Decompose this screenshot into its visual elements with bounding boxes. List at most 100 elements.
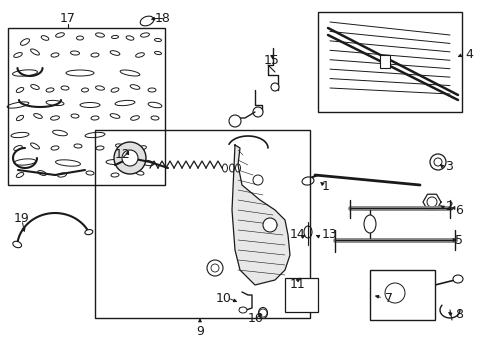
- Ellipse shape: [16, 172, 24, 177]
- Ellipse shape: [236, 164, 241, 172]
- Circle shape: [122, 150, 138, 166]
- Ellipse shape: [13, 241, 22, 248]
- Text: 9: 9: [196, 325, 204, 338]
- Ellipse shape: [14, 159, 36, 165]
- Text: 10: 10: [216, 292, 232, 305]
- Circle shape: [207, 260, 223, 276]
- Text: 19: 19: [14, 211, 30, 225]
- Ellipse shape: [131, 116, 139, 120]
- Ellipse shape: [148, 102, 162, 108]
- Ellipse shape: [141, 33, 149, 37]
- Circle shape: [253, 175, 263, 185]
- Ellipse shape: [136, 171, 144, 175]
- Text: 3: 3: [445, 161, 453, 174]
- Text: 17: 17: [60, 12, 76, 24]
- Ellipse shape: [154, 51, 162, 55]
- Bar: [8, 28, 165, 185]
- Ellipse shape: [80, 103, 100, 108]
- Ellipse shape: [56, 33, 64, 37]
- Ellipse shape: [126, 36, 134, 40]
- Ellipse shape: [55, 160, 80, 166]
- Text: 12: 12: [114, 148, 130, 162]
- Ellipse shape: [30, 143, 39, 149]
- Ellipse shape: [74, 144, 82, 148]
- Ellipse shape: [136, 53, 145, 57]
- Ellipse shape: [50, 116, 59, 120]
- Text: 15: 15: [264, 54, 280, 67]
- Ellipse shape: [304, 226, 312, 238]
- Ellipse shape: [140, 16, 154, 26]
- Ellipse shape: [7, 102, 29, 108]
- Text: 14: 14: [289, 229, 305, 242]
- Ellipse shape: [41, 36, 49, 40]
- Ellipse shape: [130, 85, 140, 89]
- Ellipse shape: [453, 275, 463, 283]
- Ellipse shape: [302, 177, 314, 185]
- Ellipse shape: [96, 86, 104, 90]
- Text: 5: 5: [455, 234, 463, 247]
- Ellipse shape: [13, 70, 37, 76]
- Ellipse shape: [16, 115, 24, 121]
- Text: 18: 18: [155, 12, 171, 24]
- Ellipse shape: [142, 160, 154, 166]
- Ellipse shape: [71, 114, 79, 118]
- Ellipse shape: [151, 116, 159, 120]
- Circle shape: [292, 287, 308, 303]
- Polygon shape: [232, 145, 290, 285]
- Ellipse shape: [138, 146, 147, 150]
- Ellipse shape: [96, 146, 104, 150]
- Ellipse shape: [91, 116, 99, 120]
- Circle shape: [434, 158, 442, 166]
- Ellipse shape: [229, 164, 235, 172]
- Ellipse shape: [112, 36, 119, 39]
- Ellipse shape: [51, 146, 59, 150]
- Ellipse shape: [14, 53, 22, 58]
- Bar: [285, 278, 318, 312]
- Ellipse shape: [52, 130, 68, 136]
- Text: 11: 11: [290, 278, 306, 291]
- Circle shape: [114, 142, 146, 174]
- Text: 2: 2: [445, 201, 453, 213]
- Circle shape: [427, 197, 437, 207]
- Ellipse shape: [106, 159, 124, 165]
- Ellipse shape: [120, 70, 140, 76]
- Ellipse shape: [11, 132, 29, 138]
- Text: 8: 8: [455, 309, 463, 321]
- Text: 13: 13: [322, 229, 338, 242]
- Ellipse shape: [110, 114, 120, 118]
- Ellipse shape: [239, 307, 247, 313]
- Ellipse shape: [31, 85, 39, 89]
- Ellipse shape: [259, 307, 268, 319]
- Ellipse shape: [30, 49, 39, 55]
- Ellipse shape: [110, 51, 120, 55]
- Ellipse shape: [116, 144, 124, 148]
- Ellipse shape: [222, 164, 227, 172]
- Circle shape: [253, 107, 263, 117]
- Text: 7: 7: [385, 292, 393, 305]
- Ellipse shape: [364, 215, 376, 233]
- Ellipse shape: [16, 87, 24, 93]
- Bar: [95, 130, 310, 318]
- Bar: [370, 270, 435, 320]
- Circle shape: [263, 218, 277, 232]
- Bar: [318, 12, 462, 112]
- Ellipse shape: [61, 86, 69, 90]
- Ellipse shape: [51, 53, 59, 57]
- Circle shape: [229, 115, 241, 127]
- Circle shape: [377, 275, 413, 311]
- Ellipse shape: [21, 39, 29, 45]
- Text: 6: 6: [455, 203, 463, 216]
- Text: 16: 16: [247, 311, 263, 324]
- Ellipse shape: [46, 100, 64, 105]
- Circle shape: [211, 264, 219, 272]
- Ellipse shape: [86, 171, 94, 175]
- Ellipse shape: [115, 100, 135, 105]
- Ellipse shape: [66, 70, 94, 76]
- Ellipse shape: [91, 53, 99, 57]
- Ellipse shape: [85, 230, 93, 235]
- Bar: [380, 55, 390, 68]
- Ellipse shape: [154, 39, 162, 41]
- Circle shape: [259, 309, 267, 317]
- Text: 4: 4: [465, 49, 473, 62]
- Ellipse shape: [148, 88, 156, 92]
